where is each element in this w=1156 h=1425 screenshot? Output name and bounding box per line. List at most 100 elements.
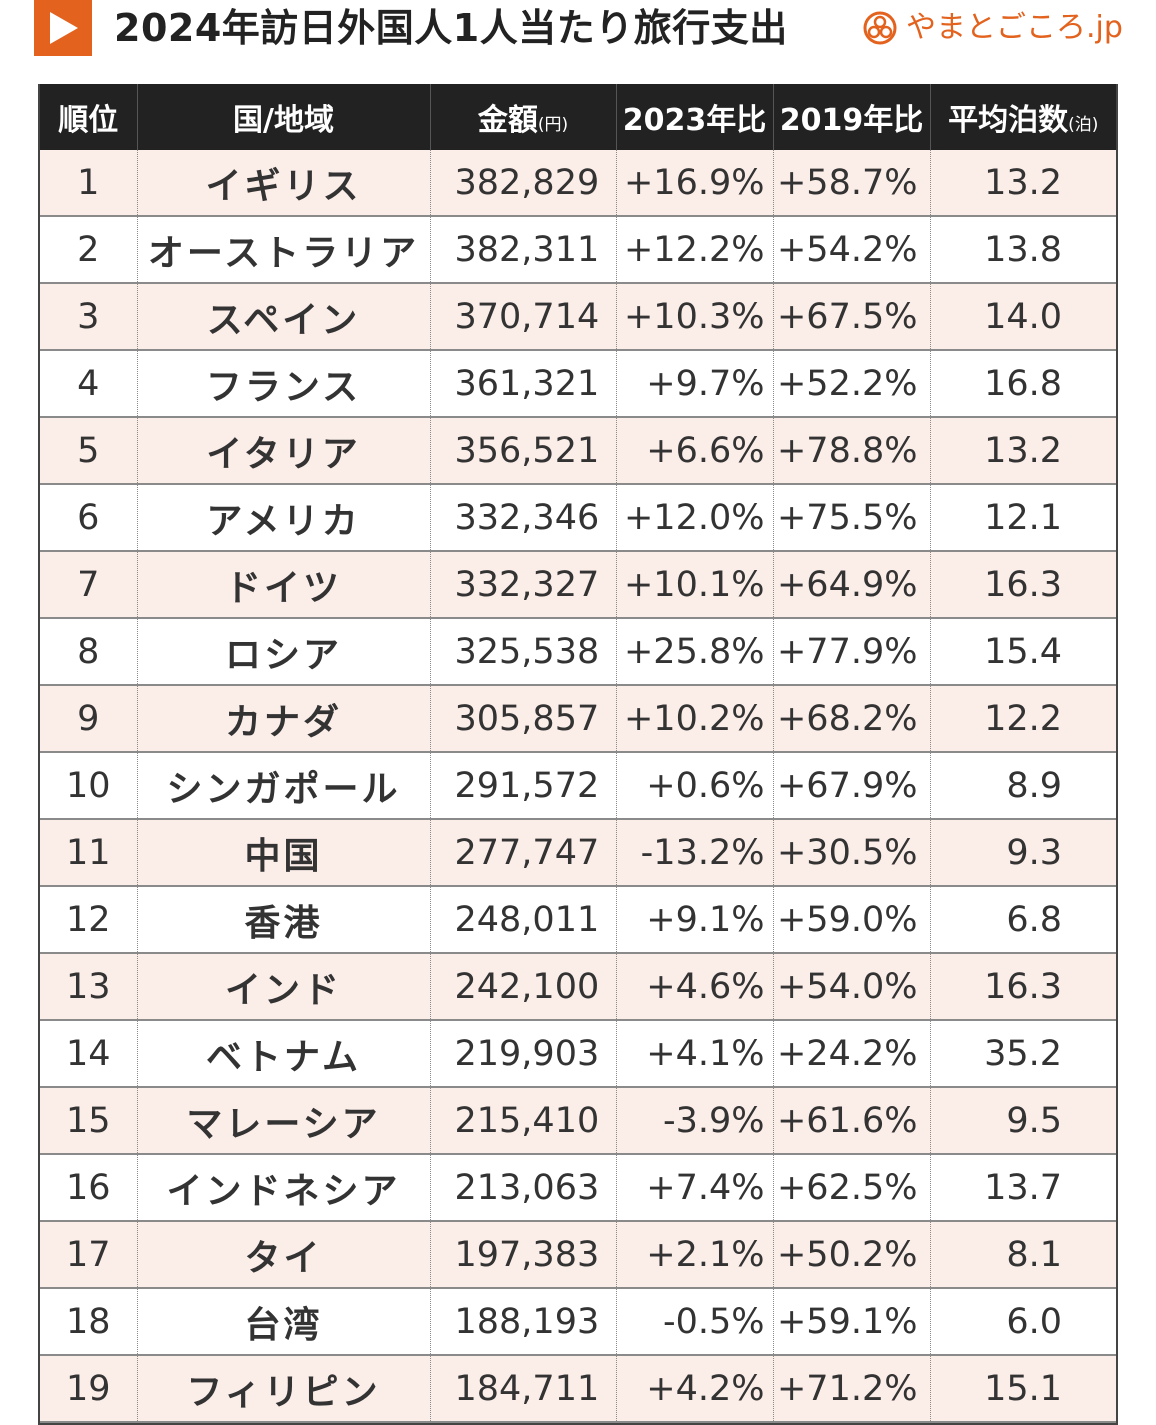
- cell-country: スペイン: [137, 283, 431, 351]
- cell-vs2023: +0.6%: [616, 752, 774, 820]
- cell-vs2019: +67.5%: [773, 283, 931, 351]
- cell-rank: 17: [40, 1221, 138, 1289]
- cell-vs2023: +6.6%: [616, 417, 774, 485]
- table-header-row: 順位 国/地域 金額(円) 2023年比 2019年比 平均泊数(泊): [40, 84, 1116, 150]
- cell-vs2019: +24.2%: [773, 1020, 931, 1088]
- cell-vs2023: +10.2%: [616, 685, 774, 753]
- header-vs2019: 2019年比: [773, 84, 931, 150]
- cell-nights: 16.3: [930, 551, 1116, 619]
- cell-amount: 370,714: [430, 283, 617, 351]
- play-triangle-icon: [34, 0, 92, 56]
- cell-vs2023: +10.3%: [616, 283, 774, 351]
- table-row: 15 マレーシア 215,410 -3.9% +61.6% 9.5: [40, 1087, 1116, 1155]
- cell-rank: 14: [40, 1020, 138, 1088]
- cell-amount: 332,327: [430, 551, 617, 619]
- cell-rank: 5: [40, 417, 138, 485]
- cell-country: 香港: [137, 886, 431, 954]
- cell-country: インド: [137, 953, 431, 1021]
- cell-vs2023: +4.1%: [616, 1020, 774, 1088]
- cell-vs2019: +52.2%: [773, 350, 931, 418]
- cell-amount: 325,538: [430, 618, 617, 686]
- cell-rank: 4: [40, 350, 138, 418]
- cell-rank: 16: [40, 1154, 138, 1222]
- cell-vs2023: +9.7%: [616, 350, 774, 418]
- cell-nights: 15.1: [930, 1355, 1116, 1423]
- cell-nights: 16.8: [930, 350, 1116, 418]
- table-row: 14 ベトナム 219,903 +4.1% +24.2% 35.2: [40, 1020, 1116, 1088]
- table-row: 3 スペイン 370,714 +10.3% +67.5% 14.0: [40, 283, 1116, 351]
- cell-country: ドイツ: [137, 551, 431, 619]
- cell-vs2019: +30.5%: [773, 819, 931, 887]
- cell-amount: 277,747: [430, 819, 617, 887]
- cell-vs2019: +58.7%: [773, 150, 931, 217]
- cell-rank: 10: [40, 752, 138, 820]
- cell-vs2019: +54.2%: [773, 216, 931, 284]
- cell-country: イギリス: [137, 150, 431, 217]
- cell-vs2023: +10.1%: [616, 551, 774, 619]
- table-row: 1 イギリス 382,829 +16.9% +58.7% 13.2: [40, 150, 1116, 217]
- cell-country: ロシア: [137, 618, 431, 686]
- table-row: 16 インドネシア 213,063 +7.4% +62.5% 13.7: [40, 1154, 1116, 1222]
- cell-country: オーストラリア: [137, 216, 431, 284]
- spending-table: 順位 国/地域 金額(円) 2023年比 2019年比 平均泊数(泊) 1 イギリ…: [38, 84, 1118, 1425]
- cell-rank: 13: [40, 953, 138, 1021]
- cell-nights: 13.2: [930, 150, 1116, 217]
- cell-amount: 361,321: [430, 350, 617, 418]
- page-title: 2024年訪日外国人1人当たり旅行支出: [114, 6, 788, 50]
- cell-vs2019: +77.9%: [773, 618, 931, 686]
- cell-vs2023: +12.0%: [616, 484, 774, 552]
- cell-amount: 248,011: [430, 886, 617, 954]
- cell-amount: 197,383: [430, 1221, 617, 1289]
- cell-amount: 213,063: [430, 1154, 617, 1222]
- table-row: 8 ロシア 325,538 +25.8% +77.9% 15.4: [40, 618, 1116, 686]
- cell-vs2023: +25.8%: [616, 618, 774, 686]
- cell-rank: 18: [40, 1288, 138, 1356]
- cell-vs2023: +16.9%: [616, 150, 774, 217]
- table-row: 10 シンガポール 291,572 +0.6% +67.9% 8.9: [40, 752, 1116, 820]
- cell-nights: 15.4: [930, 618, 1116, 686]
- cell-vs2019: +50.2%: [773, 1221, 931, 1289]
- table-row: 4 フランス 361,321 +9.7% +52.2% 16.8: [40, 350, 1116, 418]
- cell-vs2019: +78.8%: [773, 417, 931, 485]
- table-row: 18 台湾 188,193 -0.5% +59.1% 6.0: [40, 1288, 1116, 1356]
- cell-country: アメリカ: [137, 484, 431, 552]
- table-row: 2 オーストラリア 382,311 +12.2% +54.2% 13.8: [40, 216, 1116, 284]
- cell-nights: 13.7: [930, 1154, 1116, 1222]
- cell-amount: 215,410: [430, 1087, 617, 1155]
- cell-country: ベトナム: [137, 1020, 431, 1088]
- cell-nights: 6.0: [930, 1288, 1116, 1356]
- cell-amount: 332,346: [430, 484, 617, 552]
- header-nights-label: 平均泊数: [948, 103, 1069, 138]
- table-body: 1 イギリス 382,829 +16.9% +58.7% 13.2 2 オーストラリア 382,…: [40, 150, 1116, 1423]
- cell-vs2019: +67.9%: [773, 752, 931, 820]
- table-row: 19 フィリピン 184,711 +4.2% +71.2% 15.1: [40, 1355, 1116, 1423]
- cell-amount: 291,572: [430, 752, 617, 820]
- cell-vs2023: +12.2%: [616, 216, 774, 284]
- cell-nights: 12.2: [930, 685, 1116, 753]
- cell-rank: 12: [40, 886, 138, 954]
- cell-amount: 356,521: [430, 417, 617, 485]
- header-nights: 平均泊数(泊): [930, 84, 1116, 150]
- cell-vs2019: +62.5%: [773, 1154, 931, 1222]
- cell-amount: 382,829: [430, 150, 617, 217]
- cell-amount: 219,903: [430, 1020, 617, 1088]
- cell-vs2019: +59.0%: [773, 886, 931, 954]
- page-header: 2024年訪日外国人1人当たり旅行支出 やまとごころ.jp: [0, 0, 1156, 80]
- cell-vs2023: +9.1%: [616, 886, 774, 954]
- cell-amount: 382,311: [430, 216, 617, 284]
- cell-amount: 242,100: [430, 953, 617, 1021]
- cell-nights: 14.0: [930, 283, 1116, 351]
- cell-country: マレーシア: [137, 1087, 431, 1155]
- cell-vs2019: +64.9%: [773, 551, 931, 619]
- cell-country: 台湾: [137, 1288, 431, 1356]
- cell-vs2023: +4.2%: [616, 1355, 774, 1423]
- table-row: 13 インド 242,100 +4.6% +54.0% 16.3: [40, 953, 1116, 1021]
- table-row: 17 タイ 197,383 +2.1% +50.2% 8.1: [40, 1221, 1116, 1289]
- cell-vs2023: +2.1%: [616, 1221, 774, 1289]
- header-amount-unit: (円): [537, 115, 569, 135]
- cell-vs2019: +68.2%: [773, 685, 931, 753]
- cell-vs2023: -13.2%: [616, 819, 774, 887]
- cell-rank: 6: [40, 484, 138, 552]
- cell-rank: 7: [40, 551, 138, 619]
- cell-nights: 6.8: [930, 886, 1116, 954]
